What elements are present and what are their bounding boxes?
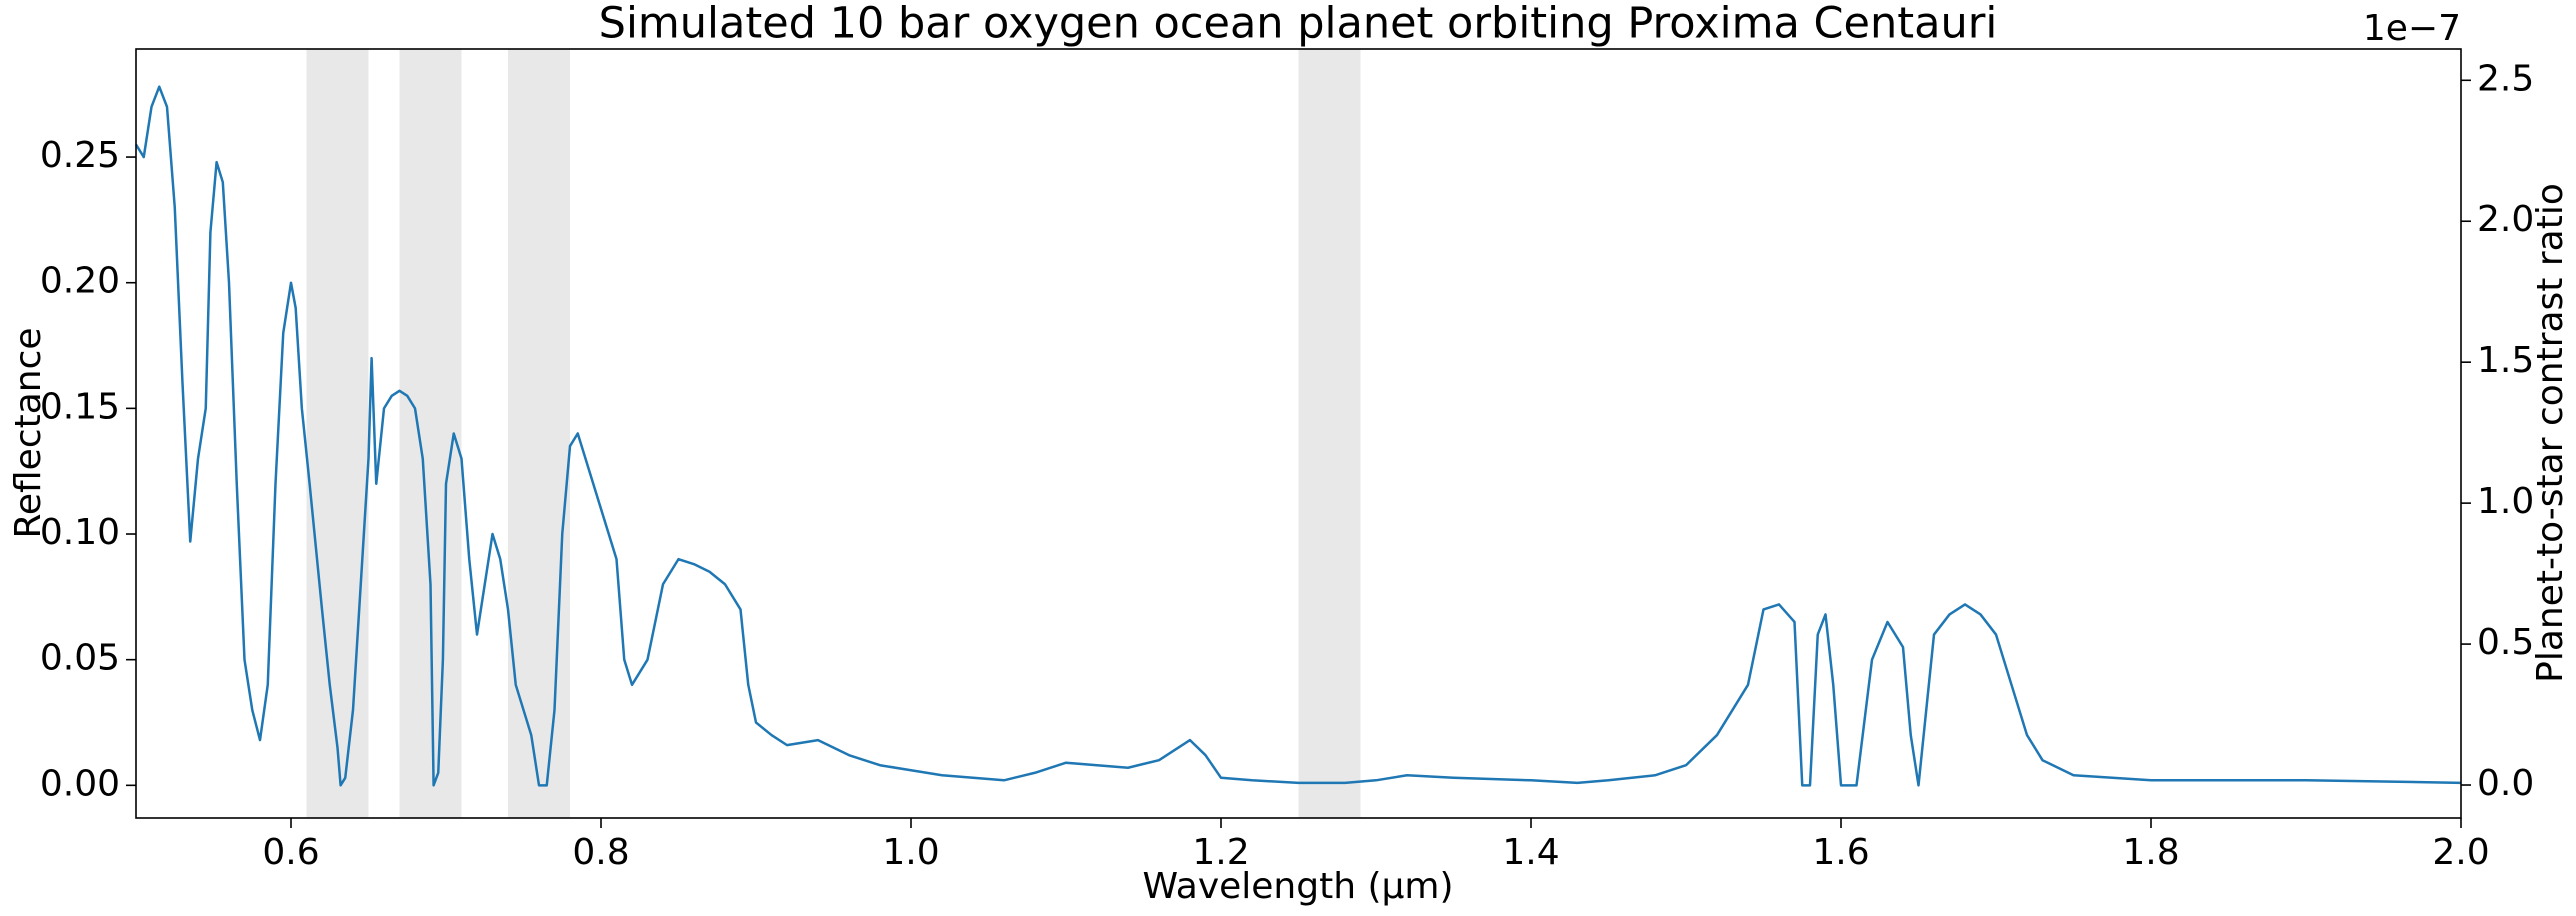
- shaded-region: [1298, 49, 1361, 818]
- x-tick-label: 1.0: [882, 832, 939, 873]
- y2-tick-label: 0.0: [2477, 763, 2534, 804]
- x-tick-label: 2.0: [2432, 832, 2489, 873]
- x-tick-label: 1.4: [1502, 832, 1559, 873]
- y2-tick-label: 2.5: [2477, 58, 2534, 99]
- x-tick-label: 1.6: [1812, 832, 1869, 873]
- plot-frame: [135, 48, 2462, 819]
- y-tick-label: 0.05: [40, 638, 120, 679]
- shaded-region: [399, 49, 462, 818]
- x-axis-label: Wavelength (μm): [1142, 866, 1453, 907]
- y2-tick-label: 1.0: [2477, 481, 2534, 522]
- shaded-region: [306, 49, 369, 818]
- y2-tick-label: 2.0: [2477, 199, 2534, 240]
- chart-title: Simulated 10 bar oxygen ocean planet orb…: [599, 0, 1998, 49]
- y2-tick-label: 0.5: [2477, 622, 2534, 663]
- y-tick-label: 0.00: [40, 763, 120, 804]
- y-tick-label: 0.15: [40, 386, 120, 427]
- x-tick-label: 0.8: [572, 832, 629, 873]
- x-tick-label: 1.2: [1192, 832, 1249, 873]
- y2-axis-label: Planet-to-star contrast ratio: [2530, 183, 2571, 683]
- y-tick-label: 0.20: [40, 261, 120, 302]
- spectrum-line: [134, 85, 2462, 787]
- y2-tick-label: 1.5: [2477, 340, 2534, 381]
- x-tick-label: 1.8: [2122, 832, 2179, 873]
- y-tick-label: 0.10: [40, 512, 120, 553]
- shaded-region: [508, 49, 570, 818]
- x-tick-label: 0.6: [262, 832, 319, 873]
- y-axis-label: Reflectance: [8, 327, 49, 538]
- y-tick-label: 0.25: [40, 135, 120, 176]
- y2-offset-label: 1e−7: [2363, 8, 2461, 49]
